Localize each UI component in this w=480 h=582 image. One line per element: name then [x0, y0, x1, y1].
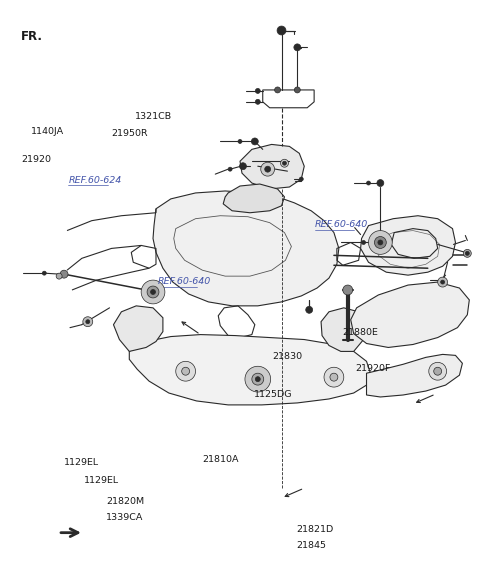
- Circle shape: [255, 377, 260, 382]
- Text: 1321CB: 1321CB: [135, 112, 172, 121]
- Circle shape: [42, 271, 46, 275]
- Circle shape: [300, 177, 303, 181]
- Text: FR.: FR.: [21, 30, 43, 42]
- Circle shape: [377, 180, 384, 186]
- Circle shape: [252, 373, 264, 385]
- Text: 21830: 21830: [272, 352, 302, 361]
- Circle shape: [277, 26, 286, 35]
- Circle shape: [324, 367, 344, 387]
- Polygon shape: [240, 144, 304, 189]
- Circle shape: [255, 100, 260, 104]
- Text: 1140JA: 1140JA: [31, 127, 64, 136]
- Circle shape: [294, 44, 301, 51]
- Circle shape: [147, 286, 159, 298]
- Circle shape: [261, 162, 275, 176]
- Text: REF.60-640: REF.60-640: [157, 277, 211, 286]
- Text: 1129EL: 1129EL: [84, 476, 120, 485]
- Text: 21880E: 21880E: [342, 328, 378, 337]
- Circle shape: [378, 240, 383, 245]
- Circle shape: [369, 230, 392, 254]
- Circle shape: [280, 159, 288, 167]
- Text: 1129EL: 1129EL: [63, 458, 98, 467]
- Circle shape: [330, 373, 338, 381]
- Circle shape: [466, 251, 469, 255]
- Text: 21821D: 21821D: [296, 525, 333, 534]
- Circle shape: [438, 277, 447, 287]
- Circle shape: [294, 87, 300, 93]
- Circle shape: [56, 273, 62, 279]
- Circle shape: [182, 367, 190, 375]
- Circle shape: [252, 138, 258, 145]
- Circle shape: [429, 363, 446, 380]
- Circle shape: [141, 280, 165, 304]
- Circle shape: [83, 317, 93, 327]
- Circle shape: [374, 236, 386, 249]
- Circle shape: [441, 280, 444, 284]
- Circle shape: [86, 320, 90, 324]
- Circle shape: [228, 167, 232, 171]
- Polygon shape: [351, 282, 469, 347]
- Text: REF.60-640: REF.60-640: [315, 220, 368, 229]
- Circle shape: [434, 367, 442, 375]
- Circle shape: [151, 289, 156, 294]
- Polygon shape: [129, 335, 371, 405]
- Circle shape: [255, 88, 260, 93]
- Polygon shape: [321, 308, 367, 352]
- Polygon shape: [223, 184, 285, 213]
- Circle shape: [361, 240, 366, 244]
- Circle shape: [60, 270, 68, 278]
- Text: 21845: 21845: [296, 541, 326, 551]
- Circle shape: [264, 166, 271, 172]
- Text: 21950R: 21950R: [111, 129, 147, 137]
- Circle shape: [238, 140, 242, 143]
- Circle shape: [343, 285, 353, 295]
- Circle shape: [306, 306, 312, 313]
- Circle shape: [463, 250, 471, 257]
- Polygon shape: [360, 216, 456, 275]
- Text: 1125DG: 1125DG: [254, 391, 293, 399]
- Circle shape: [283, 161, 287, 165]
- Circle shape: [367, 181, 371, 185]
- Text: 21810A: 21810A: [202, 455, 239, 464]
- Circle shape: [240, 163, 246, 170]
- Text: 1339CA: 1339CA: [106, 513, 144, 522]
- Polygon shape: [153, 191, 339, 306]
- Text: 21920: 21920: [22, 155, 52, 164]
- Text: 21920F: 21920F: [355, 364, 390, 372]
- Text: 21820M: 21820M: [106, 498, 144, 506]
- Circle shape: [275, 87, 280, 93]
- Circle shape: [176, 361, 195, 381]
- Polygon shape: [367, 354, 462, 397]
- Polygon shape: [113, 306, 163, 352]
- Circle shape: [245, 366, 271, 392]
- Text: REF.60-624: REF.60-624: [68, 176, 121, 185]
